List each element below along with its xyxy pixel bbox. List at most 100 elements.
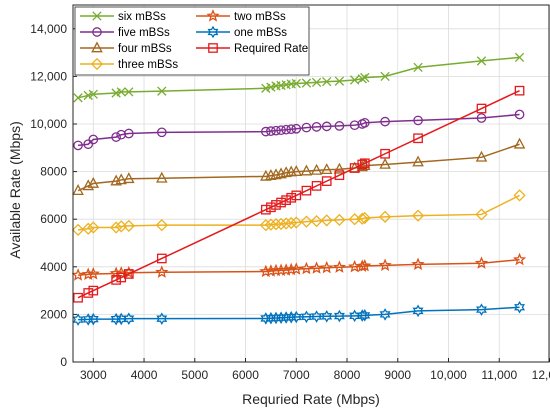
y-axis-ticks: 0 2000 4000 6000 8000 10,000 12,000 14,000: [30, 22, 77, 369]
data-point: [380, 148, 390, 159]
data-point: [380, 116, 390, 127]
data-point: [285, 216, 298, 230]
data-point: [82, 222, 95, 235]
data-point: [122, 219, 135, 232]
data-point: [476, 303, 487, 316]
data-point: [475, 150, 488, 162]
data-point: [320, 260, 334, 274]
data-point: [264, 218, 278, 231]
data-point: [413, 115, 423, 126]
legend-marker: [208, 43, 218, 53]
data-point: [334, 121, 345, 131]
data-point: [512, 252, 527, 266]
data-point: [155, 219, 168, 232]
data-point: [349, 120, 360, 131]
data-point: [413, 133, 423, 144]
data-point: [260, 204, 271, 215]
data-point: [269, 218, 283, 231]
x-tick-label: 9000: [384, 368, 411, 382]
data-point: [156, 171, 168, 183]
data-point: [123, 172, 135, 184]
data-point: [513, 189, 526, 202]
data-point: [286, 192, 297, 203]
data-point: [321, 176, 332, 186]
data-point: [310, 214, 323, 228]
data-point: [123, 312, 135, 325]
data-point: [300, 215, 313, 228]
data-point: [514, 300, 525, 314]
data-point: [300, 310, 312, 324]
legend-label: five mBSs: [118, 27, 170, 39]
data-point: [474, 256, 489, 269]
series-layer: [71, 52, 527, 326]
data-point: [73, 140, 83, 151]
x-tick-label: 3000: [80, 368, 107, 382]
data-point: [73, 93, 83, 103]
data-point: [259, 219, 272, 232]
x-tick-label: 6000: [232, 368, 259, 382]
data-point: [72, 184, 84, 195]
data-point: [265, 311, 277, 325]
data-point: [284, 262, 298, 276]
data-point: [411, 209, 425, 222]
data-point: [155, 265, 169, 278]
series-line: [77, 90, 520, 299]
data-point: [321, 310, 333, 323]
data-point: [111, 132, 121, 142]
legend-label: four mBSs: [118, 43, 172, 55]
data-point: [285, 310, 297, 324]
data-point: [87, 176, 100, 188]
x-tick-label: 11,000: [481, 368, 517, 382]
data-point: [301, 78, 312, 88]
legend: six mBSs five mBSs four mBSs three mBSs two …: [74, 6, 310, 76]
data-point: [260, 126, 271, 137]
data-point: [514, 109, 525, 120]
data-point: [333, 162, 346, 174]
legend-entry: two mBSs: [196, 9, 286, 23]
y-tick-label: 4000: [40, 260, 67, 274]
series-required-rate: [73, 85, 525, 303]
legend-marker: [90, 57, 104, 71]
data-point: [270, 311, 282, 325]
data-point: [87, 312, 99, 326]
data-point: [476, 103, 487, 114]
data-point: [310, 261, 324, 274]
data-point: [291, 78, 301, 89]
legend-entry: one mBSs: [196, 25, 287, 39]
data-point: [123, 128, 134, 139]
data-point: [111, 275, 121, 285]
data-point: [412, 304, 424, 318]
data-point: [116, 129, 127, 140]
data-point: [320, 163, 333, 175]
series-three-mbss: [71, 189, 526, 237]
plot-frame: [72, 4, 550, 363]
data-point: [290, 165, 303, 176]
data-point: [271, 125, 281, 136]
data-point: [301, 185, 312, 196]
data-point: [514, 85, 525, 96]
y-tick-label: 6000: [40, 212, 67, 226]
data-point: [299, 261, 313, 275]
series-line: [77, 113, 520, 147]
data-point: [81, 267, 95, 280]
data-point: [72, 313, 84, 326]
legend-label: Required Rate: [234, 43, 308, 55]
data-point: [379, 157, 391, 169]
y-axis-label: Available Rate (Mbps): [7, 121, 23, 258]
data-point: [87, 221, 100, 234]
data-point: [310, 163, 323, 175]
x-tick-label: 10,000: [430, 368, 467, 382]
data-point: [156, 312, 168, 325]
data-point: [357, 74, 367, 84]
series-four-mbss: [72, 137, 526, 195]
legend-label: three mBSs: [118, 59, 178, 71]
data-point: [332, 260, 346, 273]
data-point: [349, 75, 360, 85]
legend-entry: four mBSs: [80, 41, 172, 55]
data-point: [357, 159, 368, 170]
data-point: [378, 210, 392, 223]
y-tick-label: 8000: [40, 165, 67, 179]
data-point: [86, 267, 100, 280]
series-five-mbss: [73, 109, 525, 151]
data-point: [359, 309, 371, 322]
